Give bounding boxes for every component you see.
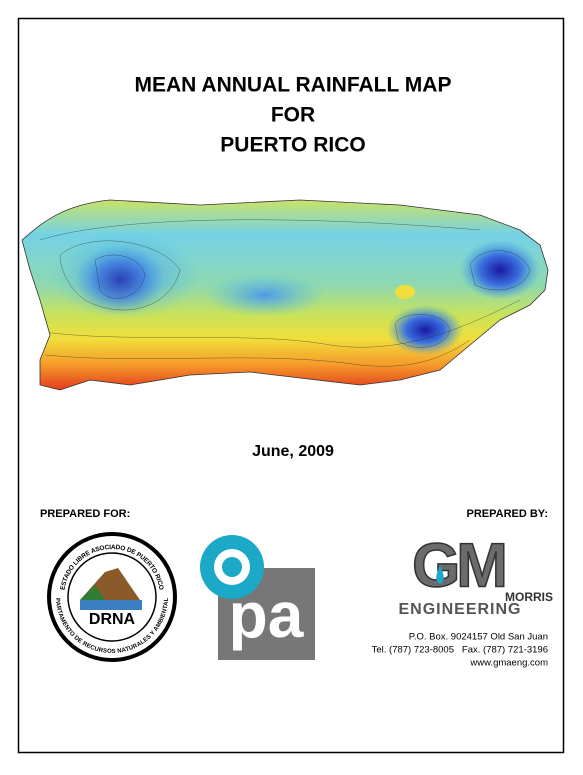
title: MEAN ANNUAL RAINFALL MAP FOR PUERTO RICO (135, 74, 452, 157)
gm-logo: GM MORRIS ENGINEERING (398, 531, 553, 619)
rainfall-map (22, 200, 548, 390)
page-border (17, 17, 565, 754)
opa-logo: pa (200, 535, 315, 660)
title-line: PUERTO RICO (220, 134, 365, 157)
prepared-for-label: PREPARED FOR: (40, 508, 130, 520)
logo-letters: pa (229, 579, 304, 651)
address-line: www.gmaeng.com (469, 658, 548, 669)
logo-name: MORRIS (505, 590, 553, 604)
address-line: P.O. Box. 9024157 Old San Juan (409, 632, 548, 643)
date: June, 2009 (252, 443, 334, 460)
logo-tagline: ENGINEERING (398, 601, 521, 618)
logo-letters: GM (412, 531, 504, 600)
logo-name: DRNA (89, 611, 136, 628)
prepared-by-label: PREPARED BY: (467, 508, 549, 520)
address: P.O. Box. 9024157 Old San Juan Tel. (787… (372, 632, 548, 669)
title-line: MEAN ANNUAL RAINFALL MAP (135, 74, 452, 97)
address-line: Tel. (787) 723-8005 Fax. (787) 721-3196 (372, 645, 548, 656)
title-line: FOR (271, 104, 315, 127)
island-outline (21, 199, 549, 391)
